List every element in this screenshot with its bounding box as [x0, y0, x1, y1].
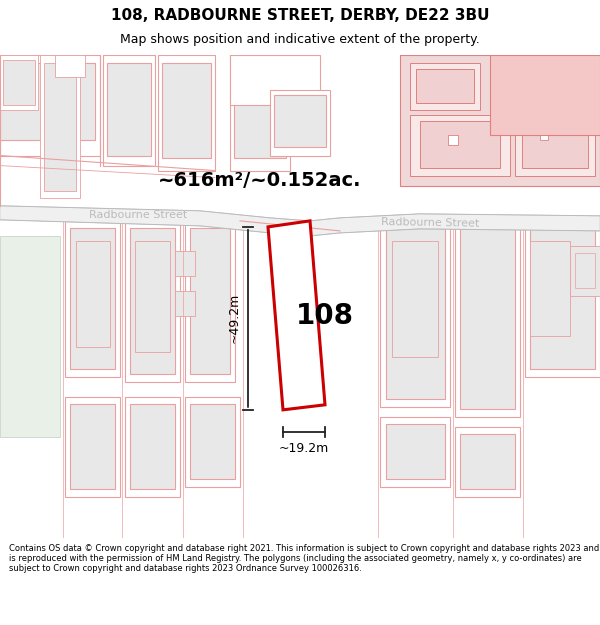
Polygon shape: [125, 221, 180, 382]
Polygon shape: [420, 121, 500, 168]
Polygon shape: [125, 397, 180, 498]
Polygon shape: [380, 417, 450, 488]
Polygon shape: [65, 397, 120, 498]
Polygon shape: [540, 132, 548, 141]
Polygon shape: [65, 221, 120, 377]
Polygon shape: [274, 95, 326, 148]
Polygon shape: [230, 55, 320, 105]
Text: ~19.2m: ~19.2m: [279, 441, 329, 454]
Polygon shape: [103, 55, 155, 166]
Polygon shape: [135, 241, 170, 351]
Polygon shape: [0, 206, 600, 236]
Polygon shape: [410, 63, 480, 110]
Polygon shape: [190, 228, 230, 374]
Text: 108: 108: [296, 302, 353, 329]
Polygon shape: [530, 228, 595, 369]
Polygon shape: [270, 90, 330, 156]
Polygon shape: [448, 136, 458, 146]
Text: Contains OS data © Crown copyright and database right 2021. This information is : Contains OS data © Crown copyright and d…: [9, 544, 599, 573]
Polygon shape: [490, 55, 600, 136]
Polygon shape: [460, 434, 515, 489]
Text: Radbourne Street: Radbourne Street: [381, 217, 479, 229]
Text: Map shows position and indicative extent of the property.: Map shows position and indicative extent…: [120, 33, 480, 46]
Polygon shape: [410, 115, 510, 176]
Polygon shape: [185, 397, 240, 488]
Polygon shape: [400, 55, 600, 186]
Polygon shape: [530, 241, 570, 336]
Polygon shape: [515, 115, 595, 176]
Polygon shape: [380, 221, 450, 407]
Polygon shape: [190, 404, 235, 479]
Polygon shape: [130, 228, 175, 374]
Polygon shape: [386, 228, 445, 399]
Text: Radbourne Street: Radbourne Street: [89, 210, 187, 220]
Polygon shape: [268, 221, 325, 410]
Polygon shape: [234, 63, 286, 158]
Polygon shape: [460, 228, 515, 409]
Polygon shape: [130, 404, 175, 489]
Polygon shape: [522, 121, 588, 168]
Polygon shape: [70, 404, 115, 489]
Polygon shape: [162, 63, 211, 158]
Polygon shape: [3, 60, 35, 105]
Polygon shape: [575, 253, 595, 288]
Polygon shape: [40, 55, 80, 198]
Polygon shape: [0, 236, 60, 437]
Polygon shape: [392, 241, 438, 356]
Text: ~616m²/~0.152ac.: ~616m²/~0.152ac.: [158, 171, 362, 190]
Polygon shape: [455, 427, 520, 498]
Polygon shape: [386, 424, 445, 479]
Text: 108, RADBOURNE STREET, DERBY, DE22 3BU: 108, RADBOURNE STREET, DERBY, DE22 3BU: [111, 8, 489, 23]
Polygon shape: [158, 55, 215, 171]
Polygon shape: [0, 63, 95, 141]
Polygon shape: [76, 241, 110, 346]
Polygon shape: [0, 55, 38, 110]
Polygon shape: [230, 55, 290, 171]
Polygon shape: [44, 63, 76, 191]
Polygon shape: [70, 228, 115, 369]
Text: ~49.2m: ~49.2m: [227, 293, 241, 344]
Polygon shape: [0, 55, 100, 156]
Polygon shape: [175, 251, 195, 276]
Polygon shape: [416, 69, 474, 103]
Polygon shape: [175, 291, 195, 316]
Polygon shape: [525, 221, 600, 377]
Polygon shape: [185, 221, 235, 382]
Polygon shape: [455, 221, 520, 417]
Polygon shape: [55, 55, 85, 77]
Polygon shape: [107, 63, 151, 156]
Polygon shape: [570, 246, 600, 296]
